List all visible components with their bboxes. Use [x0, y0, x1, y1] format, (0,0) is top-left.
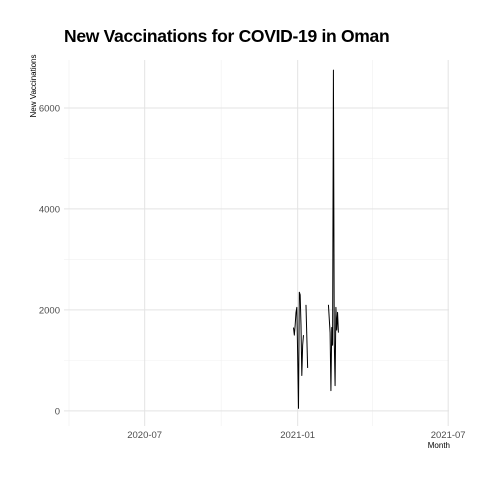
grid-layer: [64, 60, 449, 426]
y-tick-label: 2000: [39, 305, 60, 316]
y-tick-label: 0: [55, 406, 60, 417]
x-axis-title: Month: [428, 441, 450, 450]
y-tick-label: 4000: [39, 204, 60, 215]
x-tick-label: 2020-07: [127, 430, 162, 441]
series-line: [328, 70, 338, 391]
series-line: [306, 305, 308, 368]
y-axis-title: New Vaccinations: [29, 55, 38, 118]
x-tick-label: 2021-07: [431, 430, 466, 441]
y-tick-label: 6000: [39, 103, 60, 114]
x-tick-label: 2021-01: [280, 430, 315, 441]
tick-labels: 0 2000 4000 6000 2020-07 2021-01 2021-07: [39, 103, 466, 441]
line-layer: [294, 70, 339, 408]
